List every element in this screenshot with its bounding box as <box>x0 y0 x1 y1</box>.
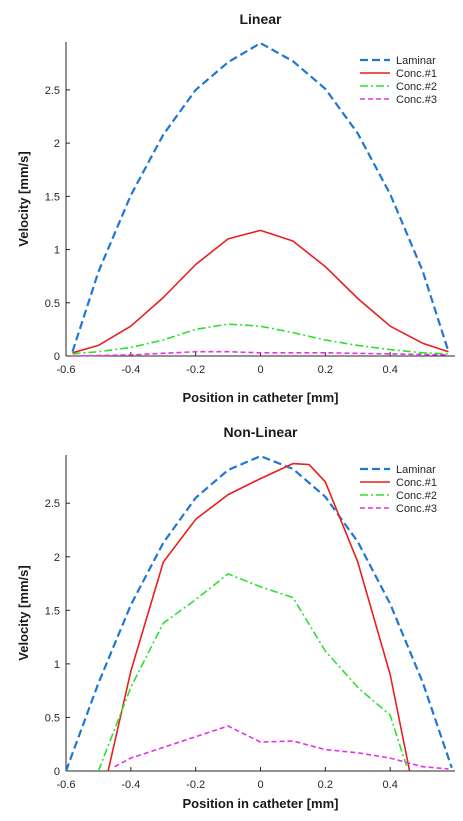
series-line-conc-2 <box>72 323 449 355</box>
x-tick-label: -0.6 <box>57 779 76 791</box>
y-tick-label: 1.5 <box>45 605 60 617</box>
legend-entry: Conc.#2 <box>396 490 437 502</box>
legend-entry: Conc.#3 <box>396 503 437 515</box>
x-tick-label: 0.4 <box>383 779 398 791</box>
legend-entry: Laminar <box>396 464 436 476</box>
x-tick-label: 0 <box>257 779 263 791</box>
legend-entry: Laminar <box>396 55 436 67</box>
y-tick-label: 1.5 <box>45 191 60 203</box>
x-tick-label: -0.2 <box>186 364 205 376</box>
series-line-conc-3 <box>114 725 449 770</box>
series-line-conc-3 <box>72 350 449 357</box>
y-tick-label: 2.5 <box>45 498 60 510</box>
x-tick-label: 0.2 <box>318 364 333 376</box>
x-axis-label: Position in catheter [mm] <box>182 390 338 405</box>
y-tick-label: 0.5 <box>45 712 60 724</box>
series-line-laminar <box>71 41 450 353</box>
series-line-conc-2 <box>97 573 408 772</box>
x-tick-label: -0.6 <box>57 364 76 376</box>
y-tick-label: 0 <box>54 351 60 363</box>
y-tick-label: 2 <box>54 552 60 564</box>
y-tick-label: 0 <box>54 766 60 778</box>
x-tick-label: 0 <box>257 364 263 376</box>
y-tick-label: 1 <box>54 659 60 671</box>
x-tick-label: 0.4 <box>383 364 398 376</box>
legend-entry: Conc.#1 <box>396 477 437 489</box>
chart-1: Linear -0.6 -0.4 -0.2 0 0.2 0.4 0 0.5 1 1.5 2 2.5 Pos… <box>16 11 455 405</box>
x-tick-label: -0.2 <box>186 779 205 791</box>
y-tick-label: 0.5 <box>45 298 60 310</box>
x-axis-label: Position in catheter [mm] <box>182 796 338 811</box>
legend-entry: Conc.#2 <box>396 81 437 93</box>
y-axis-label: Velocity [mm/s] <box>16 151 31 246</box>
x-tick-label: 0.2 <box>318 779 333 791</box>
chart-title: Non-Linear <box>224 424 298 440</box>
series-line-conc-1 <box>72 229 449 354</box>
series-line-laminar <box>64 455 453 772</box>
y-axis-label: Velocity [mm/s] <box>16 565 31 660</box>
legend-entry: Conc.#3 <box>396 94 437 106</box>
legend-entry: Conc.#1 <box>396 68 437 80</box>
y-tick-label: 1 <box>54 245 60 257</box>
chart-title: Linear <box>239 11 282 27</box>
x-tick-label: -0.4 <box>121 364 140 376</box>
y-tick-label: 2.5 <box>45 85 60 97</box>
series-line-conc-1 <box>107 462 411 772</box>
y-tick-label: 2 <box>54 138 60 150</box>
chart-2: Non-Linear -0.6 -0.4 -0.2 0 0.2 0.4 0 0.5 1 1.5 2 2.… <box>16 424 455 811</box>
x-tick-label: -0.4 <box>121 779 140 791</box>
